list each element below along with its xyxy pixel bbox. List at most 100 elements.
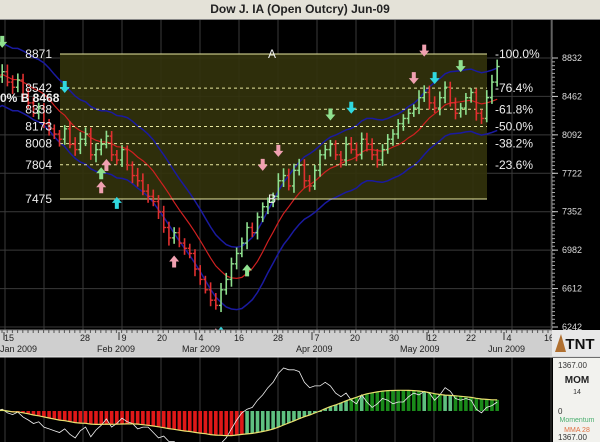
indicator-legend-panel	[553, 358, 600, 442]
momentum-histogram-bar	[68, 411, 72, 422]
momentum-line	[0, 367, 498, 442]
date-axis-day-label: 7	[314, 333, 319, 343]
date-axis-day-label: 22	[466, 333, 476, 343]
momentum-histogram-bar	[412, 390, 416, 411]
date-axis-month-label: Mar 2009	[182, 344, 220, 354]
indicator-zero-label: 0	[558, 407, 563, 416]
momentum-histogram-bar	[214, 411, 218, 436]
momentum-histogram-bar	[313, 411, 317, 414]
up-arrow-icon	[218, 326, 224, 330]
momentum-histogram-bar	[208, 411, 213, 435]
date-axis-day-label: 16	[544, 333, 554, 343]
momentum-histogram-bar	[375, 391, 380, 411]
date-axis-month-label: May 2009	[400, 344, 440, 354]
price-axis-label: 6242	[562, 322, 582, 332]
date-axis-month-label: Jun 2009	[488, 344, 525, 354]
price-axis-label: 8092	[562, 130, 582, 140]
momentum-histogram-bar	[328, 406, 333, 411]
tnt-logo: TNT	[565, 336, 594, 353]
fibonacci-percent-label: -38.2%	[495, 137, 533, 151]
momentum-histogram-bar	[495, 399, 499, 411]
fibonacci-price-label: 8871	[25, 47, 52, 61]
momentum-histogram-bar	[359, 395, 364, 411]
momentum-histogram-bar	[57, 411, 62, 421]
momentum-histogram-bar	[453, 395, 458, 411]
momentum-histogram-bar	[229, 411, 234, 436]
momentum-histogram-bar	[302, 411, 307, 417]
momentum-histogram-bar	[161, 411, 166, 428]
momentum-histogram-bar	[125, 411, 130, 424]
momentum-histogram-bar	[438, 394, 442, 411]
fibonacci-price-label: 7475	[25, 192, 52, 206]
date-axis-month-label: Jan 2009	[0, 344, 37, 354]
fibonacci-percent-label: -61.8%	[495, 102, 533, 116]
fibonacci-point-b-label: B	[268, 192, 276, 206]
date-axis-day-label: 12	[427, 333, 437, 343]
momentum-histogram-bar	[464, 396, 468, 411]
date-axis-day-label: 20	[157, 333, 167, 343]
momentum-histogram-bar	[151, 411, 156, 427]
momentum-histogram-bar	[36, 411, 41, 416]
momentum-histogram-bar	[474, 398, 479, 411]
fibonacci-percent-label: -100.0%	[495, 47, 540, 61]
date-axis-day-label: 30	[389, 333, 399, 343]
momentum-histogram-bar	[276, 411, 281, 428]
up-arrow-icon	[101, 158, 112, 171]
momentum-histogram-bar	[104, 411, 109, 425]
momentum-histogram-bar	[187, 411, 192, 432]
up-arrow-icon	[111, 196, 122, 209]
fibonacci-price-label: 7804	[25, 158, 52, 172]
momentum-histogram-bar	[115, 411, 119, 425]
momentum-histogram-bar	[401, 390, 406, 411]
indicator-period: 14	[573, 389, 581, 396]
up-arrow-icon	[169, 255, 180, 268]
momentum-histogram-bar	[88, 411, 93, 425]
momentum-histogram-bar	[219, 411, 223, 436]
price-axis-bg	[552, 20, 600, 330]
panel-divider	[0, 356, 600, 358]
momentum-histogram-bar	[250, 411, 255, 434]
down-arrow-icon	[0, 35, 8, 48]
indicator-name: MOM	[565, 375, 589, 386]
momentum-histogram-bar	[156, 411, 161, 427]
momentum-histogram-bar	[349, 399, 354, 411]
momentum-histogram-bar	[396, 390, 400, 411]
down-arrow-icon	[429, 72, 440, 85]
date-axis-month-label: Feb 2009	[97, 344, 135, 354]
momentum-histogram-bar	[339, 402, 343, 411]
momentum-histogram-bar	[479, 398, 484, 411]
price-axis-label: 7352	[562, 207, 582, 217]
down-arrow-icon	[273, 144, 284, 157]
momentum-histogram-bar	[260, 411, 265, 432]
down-arrow-icon	[59, 80, 70, 93]
momentum-histogram-bar	[141, 411, 145, 425]
indicator-legend-momentum: Momentum	[559, 417, 594, 424]
fibonacci-percent-label: -23.6%	[495, 158, 533, 172]
momentum-histogram-bar	[42, 411, 46, 417]
lower-band-line	[0, 104, 498, 311]
up-arrow-icon	[96, 167, 107, 180]
momentum-histogram-bar	[271, 411, 275, 429]
chart-title: Dow J. IA (Open Outcry) Jun-09	[0, 0, 600, 20]
momentum-histogram-bar	[307, 411, 312, 416]
momentum-histogram-bar	[323, 408, 328, 411]
momentum-histogram-bar	[406, 390, 411, 411]
momentum-histogram-bar	[78, 411, 83, 424]
price-axis-label: 7722	[562, 168, 582, 178]
momentum-histogram-bar	[281, 411, 286, 425]
momentum-histogram-bar	[292, 411, 296, 421]
down-arrow-icon	[419, 44, 430, 57]
down-arrow-icon	[325, 108, 336, 121]
momentum-histogram-bar	[172, 411, 176, 430]
fibonacci-point-a-label: A	[268, 47, 276, 61]
momentum-histogram-bar	[198, 411, 202, 434]
momentum-histogram-bar	[99, 411, 103, 425]
down-arrow-icon	[455, 60, 466, 73]
date-axis-day-label: 28	[273, 333, 283, 343]
up-arrow-icon	[96, 181, 107, 194]
momentum-histogram-bar	[167, 411, 171, 429]
momentum-histogram-bar	[417, 391, 421, 411]
date-axis-day-label: 9	[121, 333, 126, 343]
